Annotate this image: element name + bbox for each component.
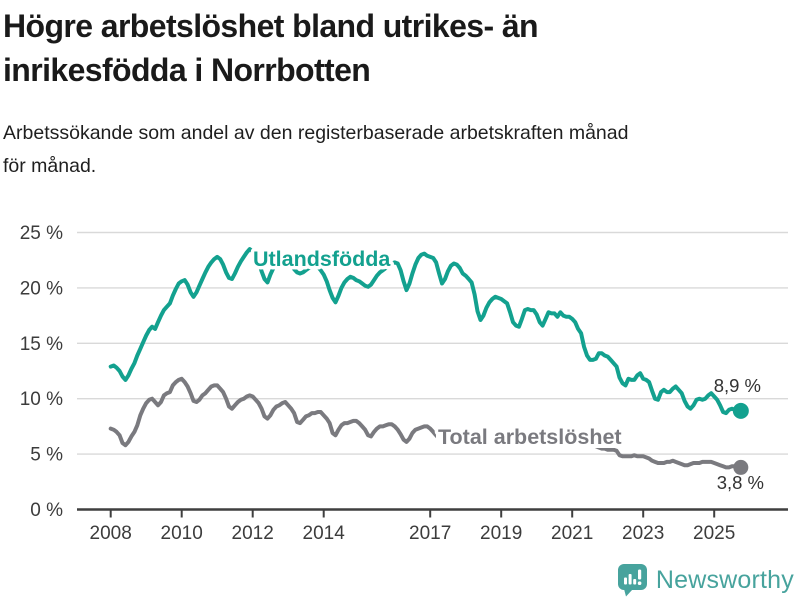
chart-subtitle-line2: för månad.: [3, 155, 97, 177]
page-title: Högre arbetslöshet bland utrikes- än inr…: [3, 4, 763, 92]
x-axis-tick-label: 2012: [232, 523, 274, 544]
series-label-total: Total arbetslöshet: [438, 425, 622, 449]
newsworthy-bubble-chart-icon: [617, 564, 647, 597]
y-axis-tick-label: 15 %: [20, 334, 63, 355]
series-end-dot: [733, 459, 749, 475]
newsworthy-wordmark: Newsworthy: [655, 565, 794, 594]
series-end-value-label: 3,8 %: [717, 472, 764, 493]
chart-subtitle-line1: Arbetssökande som andel av den registerb…: [3, 122, 629, 144]
x-axis-tick-label: 2017: [409, 523, 451, 544]
label-mask: [436, 420, 632, 448]
y-axis-tick-label: 5 %: [30, 445, 63, 466]
y-axis-tick-label: 10 %: [20, 389, 63, 410]
newsworthy-logo[interactable]: Newsworthy: [617, 562, 794, 598]
x-axis-tick-label: 2010: [161, 523, 203, 544]
page-title-line2: inrikesfödda i Norrbotten: [3, 52, 371, 88]
series-label-total: Total arbetslöshet: [438, 425, 622, 449]
series-line-utlandsfodda: [108, 247, 743, 416]
series-end-dot: [732, 402, 749, 419]
x-axis-tick-label: 2014: [303, 523, 346, 544]
series-label-utlandsfodda: Utlandsfödda: [253, 247, 391, 271]
x-axis-tick-label: 2023: [622, 523, 664, 544]
x-axis-tick-label: 2025: [693, 523, 735, 544]
series-line-total: [108, 376, 743, 470]
x-axis-tick-label: 2021: [551, 523, 593, 544]
y-axis-tick-label: 0 %: [30, 500, 63, 521]
page-title-line1: Högre arbetslöshet bland utrikes- än: [3, 8, 539, 44]
series-end-value-label: 8,9 %: [714, 375, 761, 396]
y-axis-tick-label: 25 %: [20, 223, 63, 244]
y-axis-tick-label: 20 %: [20, 278, 63, 299]
series-label-utlandsfodda: Utlandsfödda: [253, 247, 391, 271]
chart-subtitle: Arbetssökande som andel av den registerb…: [3, 117, 783, 183]
x-axis-tick-label: 2008: [90, 523, 132, 544]
x-axis-tick-label: 2019: [480, 523, 522, 544]
